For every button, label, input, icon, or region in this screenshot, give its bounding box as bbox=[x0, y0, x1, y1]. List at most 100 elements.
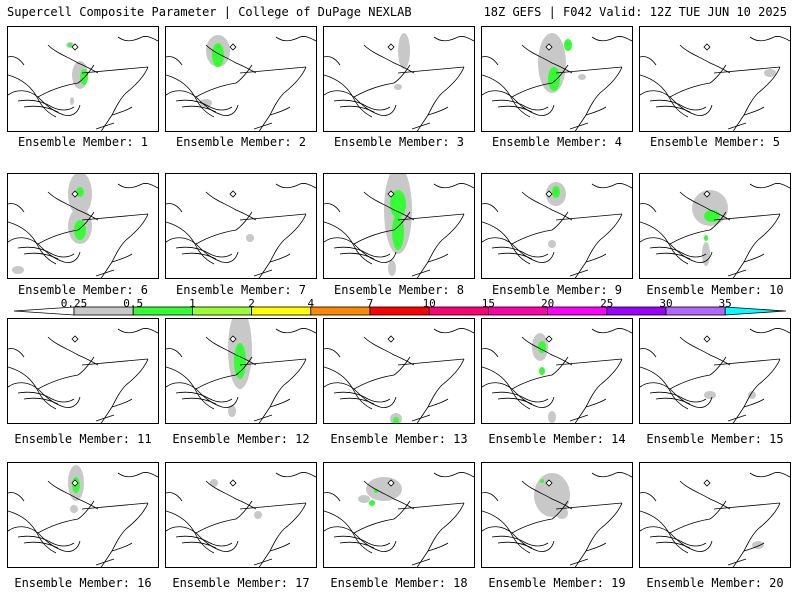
scp-shading bbox=[70, 97, 74, 105]
colorbar-tick-label: 7 bbox=[366, 297, 374, 310]
member-label: Ensemble Member: 15 bbox=[646, 432, 784, 446]
member-label: Ensemble Member: 8 bbox=[333, 283, 465, 297]
scp-shading bbox=[548, 411, 556, 423]
scp-shading bbox=[358, 495, 370, 503]
colorbar-bin bbox=[251, 306, 312, 316]
scp-shading bbox=[704, 210, 720, 222]
page-title: Supercell Composite Parameter | College … bbox=[7, 5, 412, 19]
member-label: Ensemble Member: 20 bbox=[646, 576, 784, 590]
map-panel-member-17 bbox=[165, 462, 317, 568]
scp-shading bbox=[539, 367, 545, 375]
member-label: Ensemble Member: 5 bbox=[649, 135, 781, 149]
scp-shading bbox=[366, 477, 402, 501]
map-svg bbox=[324, 174, 474, 278]
scp-shading bbox=[80, 69, 88, 85]
colorbar-tick-label: 35 bbox=[718, 297, 732, 310]
map-panel-member-7 bbox=[165, 173, 317, 279]
scp-shading bbox=[704, 391, 716, 399]
colorbar-tick-label: 20 bbox=[540, 297, 555, 310]
scp-shading bbox=[548, 67, 560, 91]
member-label: Ensemble Member: 1 bbox=[17, 135, 149, 149]
map-panel-member-4 bbox=[481, 26, 633, 132]
scp-shading bbox=[228, 405, 236, 417]
member-label: Ensemble Member: 11 bbox=[14, 432, 152, 446]
scp-shading bbox=[254, 511, 262, 519]
member-label: Ensemble Member: 3 bbox=[333, 135, 465, 149]
scp-shading bbox=[578, 74, 586, 80]
member-label: Ensemble Member: 13 bbox=[330, 432, 468, 446]
member-label: Ensemble Member: 4 bbox=[491, 135, 623, 149]
map-panel-member-10 bbox=[639, 173, 791, 279]
member-label: Ensemble Member: 17 bbox=[172, 576, 310, 590]
map-svg bbox=[8, 36, 158, 131]
member-label: Ensemble Member: 14 bbox=[488, 432, 626, 446]
scp-shading bbox=[748, 391, 756, 399]
map-panel-member-14 bbox=[481, 318, 633, 424]
scp-shading bbox=[246, 234, 254, 242]
colorbar bbox=[13, 306, 787, 316]
map-panel-member-9 bbox=[481, 173, 633, 279]
colorbar-tick-label: 4 bbox=[307, 297, 315, 310]
scp-shading bbox=[74, 220, 86, 240]
map-panel-member-8 bbox=[323, 173, 475, 279]
map-panel-member-15 bbox=[639, 318, 791, 424]
member-label: Ensemble Member: 19 bbox=[488, 576, 626, 590]
scp-shading bbox=[564, 39, 572, 51]
colorbar-bin bbox=[310, 306, 371, 316]
map-panel-member-16 bbox=[7, 462, 159, 568]
member-label: Ensemble Member: 12 bbox=[172, 432, 310, 446]
map-panel-member-19 bbox=[481, 462, 633, 568]
colorbar-tick-label: 10 bbox=[422, 297, 436, 310]
colorbar-tick-label: 30 bbox=[659, 297, 673, 310]
map-svg bbox=[324, 33, 474, 131]
scp-shading bbox=[540, 479, 544, 483]
scp-shading bbox=[556, 507, 568, 519]
scp-shading bbox=[212, 43, 224, 67]
map-svg bbox=[324, 328, 474, 423]
scp-shading bbox=[12, 266, 24, 274]
scp-shading bbox=[704, 235, 708, 241]
colorbar-tick-label: 1 bbox=[189, 297, 196, 310]
scp-shading bbox=[76, 187, 84, 197]
map-svg bbox=[482, 328, 632, 423]
scp-shading bbox=[369, 500, 375, 506]
scp-shading bbox=[538, 341, 546, 353]
map-panel-member-6 bbox=[7, 173, 159, 279]
map-svg bbox=[324, 472, 474, 567]
map-svg bbox=[166, 472, 316, 567]
map-svg bbox=[640, 328, 790, 423]
scp-shading bbox=[398, 33, 410, 69]
map-svg bbox=[8, 174, 158, 278]
map-panel-member-1 bbox=[7, 26, 159, 132]
scp-shading bbox=[552, 186, 560, 198]
colorbar-bin bbox=[369, 306, 430, 316]
colorbar-bin bbox=[428, 306, 489, 316]
map-svg bbox=[166, 319, 316, 423]
map-svg bbox=[482, 33, 632, 131]
scp-shading bbox=[394, 84, 402, 90]
map-svg bbox=[8, 465, 158, 567]
map-panel-member-5 bbox=[639, 26, 791, 132]
scp-shading bbox=[70, 505, 78, 513]
scp-shading bbox=[548, 240, 556, 248]
member-label: Ensemble Member: 9 bbox=[491, 283, 623, 297]
colorbar-tick-label: 0.5 bbox=[123, 297, 144, 310]
map-panel-member-13 bbox=[323, 318, 475, 424]
scp-shading bbox=[390, 190, 406, 218]
colorbar-tick-label: 0.25 bbox=[60, 297, 88, 310]
member-label: Ensemble Member: 2 bbox=[175, 135, 307, 149]
scp-shading bbox=[68, 43, 72, 47]
map-panel-member-3 bbox=[323, 26, 475, 132]
map-svg bbox=[482, 472, 632, 567]
colorbar-tick-label: 25 bbox=[600, 297, 614, 310]
scp-shading bbox=[534, 473, 570, 517]
scp-shading bbox=[200, 99, 212, 107]
colorbar-high-end bbox=[724, 306, 787, 316]
scp-shading bbox=[234, 343, 246, 379]
scp-shading bbox=[764, 69, 776, 77]
map-panel-member-12 bbox=[165, 318, 317, 424]
scp-shading bbox=[388, 260, 396, 276]
colorbar-bin bbox=[665, 306, 726, 316]
run-info: 18Z GEFS | F042 Valid: 12Z TUE JUN 10 20… bbox=[483, 5, 787, 19]
